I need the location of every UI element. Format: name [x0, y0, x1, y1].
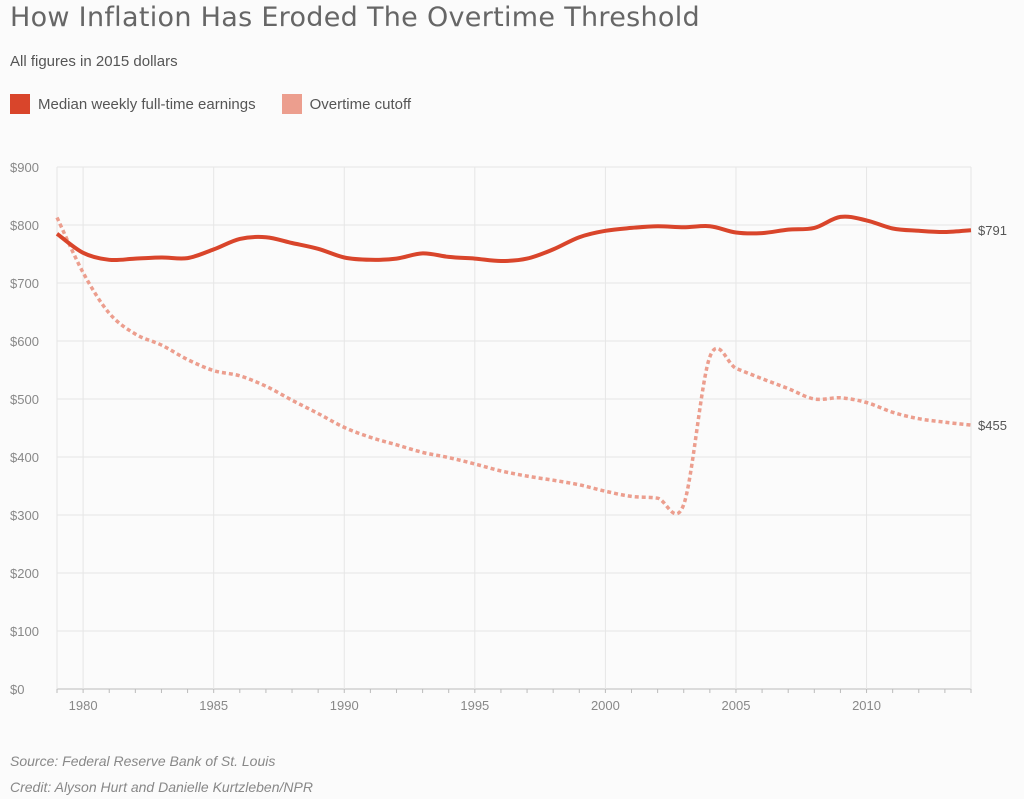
source-note: Source: Federal Reserve Bank of St. Loui… — [10, 753, 276, 769]
x-tick-label: 1980 — [69, 698, 98, 713]
y-tick-label: $0 — [10, 682, 24, 697]
y-tick-label: $900 — [10, 160, 39, 175]
legend: Median weekly full-time earnings Overtim… — [10, 94, 437, 114]
x-tick-label: 1995 — [460, 698, 489, 713]
legend-swatch-earnings — [10, 94, 30, 114]
y-tick-label: $300 — [10, 508, 39, 523]
legend-item-earnings: Median weekly full-time earnings — [10, 94, 256, 114]
x-axis: 1980 1985 1990 1995 2000 2005 2010 — [56, 689, 972, 713]
x-tick-label: 1985 — [199, 698, 228, 713]
legend-label-earnings: Median weekly full-time earnings — [38, 95, 256, 113]
series-group — [55, 214, 972, 516]
chart-title: How Inflation Has Eroded The Overtime Th… — [10, 2, 700, 33]
end-labels: $455 $791 — [978, 223, 1007, 433]
series-line-earnings — [55, 214, 972, 263]
x-tick-label: 2000 — [591, 698, 620, 713]
legend-swatch-cutoff — [281, 94, 302, 114]
x-tick-label: 2005 — [722, 698, 751, 713]
grid — [56, 166, 972, 690]
y-tick-label: $400 — [10, 450, 39, 465]
legend-item-cutoff: Overtime cutoff — [281, 94, 412, 114]
y-tick-label: $800 — [10, 218, 39, 233]
y-tick-label: $200 — [10, 566, 39, 581]
y-tick-label: $700 — [10, 276, 39, 291]
y-tick-label: $600 — [10, 334, 39, 349]
y-tick-label: $500 — [10, 392, 39, 407]
x-tick-label: 2010 — [852, 698, 881, 713]
credit-note: Credit: Alyson Hurt and Danielle Kurtzle… — [10, 779, 313, 795]
chart-subtitle: All figures in 2015 dollars — [10, 53, 178, 70]
legend-label-cutoff: Overtime cutoff — [309, 95, 412, 113]
x-tick-label: 1990 — [330, 698, 359, 713]
y-tick-label: $100 — [10, 624, 39, 639]
end-label-earnings: $791 — [978, 223, 1007, 238]
end-label-cutoff: $455 — [978, 418, 1007, 433]
y-axis: $0 $100 $200 $300 $400 $500 $600 $700 $800 $900 — [10, 160, 39, 697]
line-chart: $0 $100 $200 $300 $400 $500 $600 $700 $800 $900 1… — [10, 160, 1007, 713]
